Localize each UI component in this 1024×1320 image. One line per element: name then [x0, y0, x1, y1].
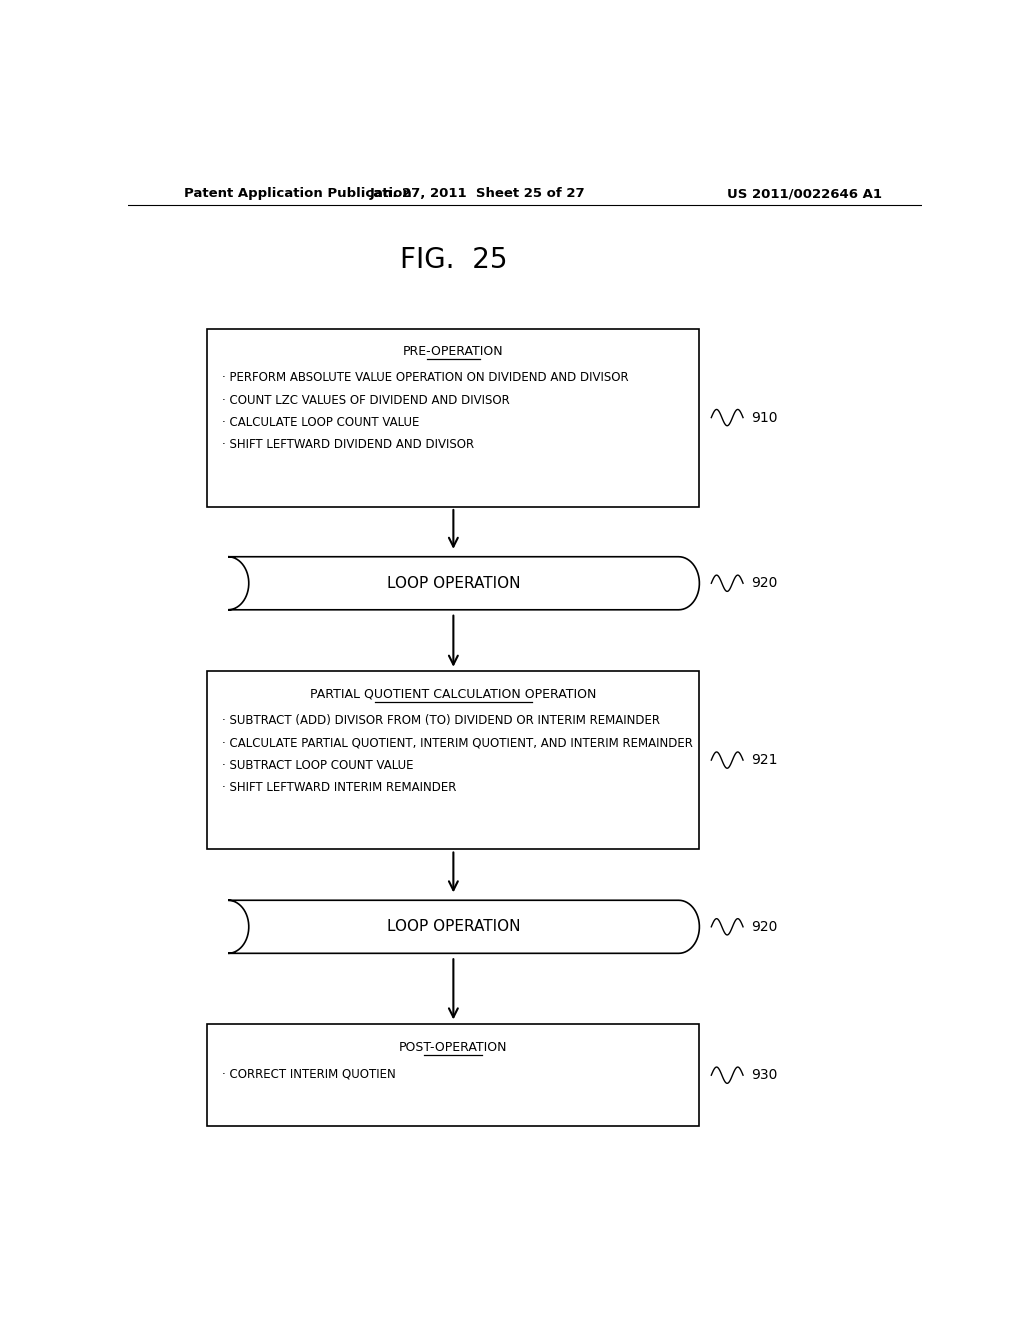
- Text: · CORRECT INTERIM QUOTIEN: · CORRECT INTERIM QUOTIEN: [221, 1067, 395, 1080]
- Polygon shape: [228, 557, 699, 610]
- Text: FIG.  25: FIG. 25: [399, 246, 507, 275]
- Text: · COUNT LZC VALUES OF DIVIDEND AND DIVISOR: · COUNT LZC VALUES OF DIVIDEND AND DIVIS…: [221, 393, 509, 407]
- Text: 910: 910: [751, 411, 777, 425]
- FancyBboxPatch shape: [207, 1024, 699, 1126]
- Text: · CALCULATE LOOP COUNT VALUE: · CALCULATE LOOP COUNT VALUE: [221, 416, 419, 429]
- Text: US 2011/0022646 A1: US 2011/0022646 A1: [727, 187, 882, 201]
- Text: LOOP OPERATION: LOOP OPERATION: [387, 576, 520, 591]
- FancyBboxPatch shape: [207, 671, 699, 849]
- Text: · SUBTRACT LOOP COUNT VALUE: · SUBTRACT LOOP COUNT VALUE: [221, 759, 413, 772]
- Text: PARTIAL QUOTIENT CALCULATION OPERATION: PARTIAL QUOTIENT CALCULATION OPERATION: [310, 688, 597, 701]
- Text: · PERFORM ABSOLUTE VALUE OPERATION ON DIVIDEND AND DIVISOR: · PERFORM ABSOLUTE VALUE OPERATION ON DI…: [221, 371, 629, 384]
- FancyBboxPatch shape: [207, 329, 699, 507]
- Text: · CALCULATE PARTIAL QUOTIENT, INTERIM QUOTIENT, AND INTERIM REMAINDER: · CALCULATE PARTIAL QUOTIENT, INTERIM QU…: [221, 737, 692, 750]
- Text: 921: 921: [751, 754, 777, 767]
- Text: · SHIFT LEFTWARD DIVIDEND AND DIVISOR: · SHIFT LEFTWARD DIVIDEND AND DIVISOR: [221, 438, 474, 451]
- Polygon shape: [228, 900, 699, 953]
- Text: Patent Application Publication: Patent Application Publication: [183, 187, 412, 201]
- Text: 920: 920: [751, 920, 777, 933]
- Text: LOOP OPERATION: LOOP OPERATION: [387, 919, 520, 935]
- Text: Jan. 27, 2011  Sheet 25 of 27: Jan. 27, 2011 Sheet 25 of 27: [370, 187, 585, 201]
- Text: 920: 920: [751, 577, 777, 590]
- Text: POST-OPERATION: POST-OPERATION: [399, 1040, 508, 1053]
- Text: PRE-OPERATION: PRE-OPERATION: [403, 345, 504, 358]
- Text: · SUBTRACT (ADD) DIVISOR FROM (TO) DIVIDEND OR INTERIM REMAINDER: · SUBTRACT (ADD) DIVISOR FROM (TO) DIVID…: [221, 714, 659, 727]
- Text: 930: 930: [751, 1068, 777, 1082]
- Text: · SHIFT LEFTWARD INTERIM REMAINDER: · SHIFT LEFTWARD INTERIM REMAINDER: [221, 781, 456, 793]
